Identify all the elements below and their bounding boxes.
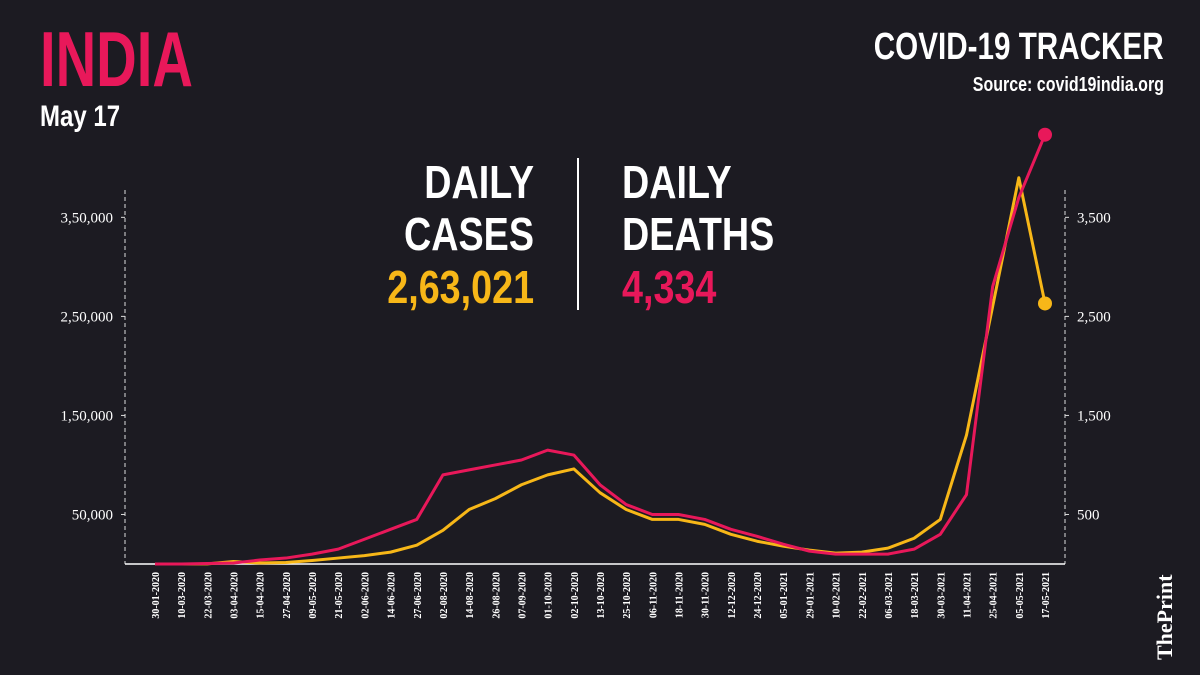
x-tick-label: 15-04-2020 bbox=[256, 572, 267, 619]
x-tick-label: 09-05-2020 bbox=[308, 572, 319, 619]
x-tick-label: 06-11-2020 bbox=[648, 572, 659, 618]
x-tick-label: 29-01-2021 bbox=[805, 572, 816, 619]
deaths-label: DAILY DEATHS bbox=[622, 156, 775, 260]
x-tick-label: 18-03-2021 bbox=[910, 572, 921, 619]
x-tick-label: 27-06-2020 bbox=[413, 572, 424, 619]
x-tick-label: 13-10-2020 bbox=[596, 572, 607, 619]
x-tick-label: 26-08-2020 bbox=[491, 572, 502, 619]
y2-tick-label: 500 bbox=[1077, 507, 1100, 523]
x-tick-label: 21-05-2020 bbox=[334, 572, 345, 619]
source: Source: covid19india.org bbox=[972, 74, 1164, 96]
x-tick-label: 01-10-2020 bbox=[544, 572, 555, 619]
x-tick-label: 05-01-2021 bbox=[779, 572, 790, 619]
y-tick-label: 1,50,000 bbox=[61, 408, 114, 424]
y2-tick-label: 3,500 bbox=[1077, 210, 1111, 226]
deaths-total: 4,334 bbox=[622, 261, 717, 313]
x-tick-label: 10-03-2020 bbox=[177, 572, 188, 619]
y2-tick-label: 2,500 bbox=[1077, 309, 1111, 325]
y-tick-label: 2,50,000 bbox=[61, 309, 114, 325]
x-tick-label: 22-02-2021 bbox=[858, 572, 869, 619]
divider bbox=[577, 158, 579, 310]
x-tick-label: 25-10-2020 bbox=[622, 572, 633, 619]
date: May 17 bbox=[40, 100, 121, 133]
x-tick-label: 30-03-2021 bbox=[936, 572, 947, 619]
x-tick-label: 14-08-2020 bbox=[465, 572, 476, 619]
x-tick-label: 17-05-2021 bbox=[1041, 572, 1052, 619]
x-tick-label: 02-06-2020 bbox=[360, 572, 371, 619]
end-dot bbox=[1038, 296, 1052, 311]
end-dot bbox=[1038, 127, 1052, 142]
x-tick-label: 24-12-2020 bbox=[753, 572, 764, 619]
country: INDIA bbox=[40, 15, 193, 103]
x-tick-label: 02-08-2020 bbox=[439, 572, 450, 619]
brand: ThePrint bbox=[1152, 574, 1177, 660]
y-tick-label: 3,50,000 bbox=[61, 210, 114, 226]
x-tick-label: 22-03-2020 bbox=[203, 572, 214, 619]
x-tick-label: 14-06-2020 bbox=[387, 572, 398, 619]
y2-tick-label: 1,500 bbox=[1077, 408, 1111, 424]
x-tick-label: 07-09-2020 bbox=[517, 572, 528, 619]
tracker-title: COVID-19 TRACKER bbox=[874, 26, 1164, 68]
x-tick-label: 06-03-2021 bbox=[884, 572, 895, 619]
x-tick-label: 30-01-2020 bbox=[151, 572, 162, 619]
x-tick-label: 11-04-2021 bbox=[962, 572, 973, 618]
cases-total: 2,63,021 bbox=[387, 261, 534, 313]
y-tick-label: 50,000 bbox=[72, 507, 113, 523]
x-tick-label: 25-04-2021 bbox=[989, 572, 1000, 619]
series-line bbox=[155, 176, 1047, 566]
x-tick-label: 05-05-2021 bbox=[1015, 572, 1026, 619]
x-tick-label: 30-11-2020 bbox=[701, 572, 712, 618]
x-tick-label: 10-02-2021 bbox=[832, 572, 843, 619]
x-tick-label: 18-11-2020 bbox=[675, 572, 686, 618]
x-tick-label: 12-12-2020 bbox=[727, 572, 738, 619]
x-tick-label: 27-04-2020 bbox=[282, 572, 293, 619]
x-tick-label: 03-04-2020 bbox=[230, 572, 241, 619]
x-tick-label: 02-10-2020 bbox=[570, 572, 581, 619]
cases-label: DAILY CASES bbox=[404, 156, 534, 260]
series-line bbox=[155, 134, 1047, 566]
